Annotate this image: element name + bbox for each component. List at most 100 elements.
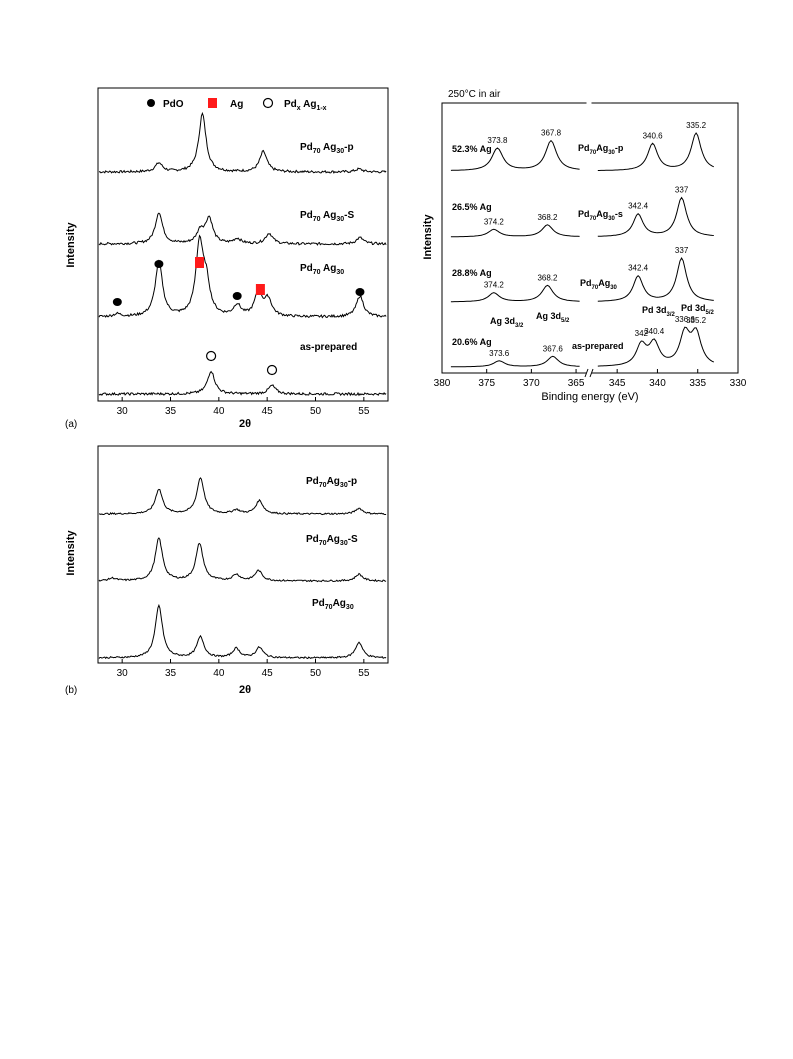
xps-ag-trace-0 — [450, 139, 580, 171]
xps-row-ag-3: 20.6% Ag — [452, 337, 492, 347]
legend-pdag-marker — [262, 97, 274, 109]
pdo-marker-0 — [112, 298, 122, 306]
xrd-a-trace-0 — [98, 111, 387, 174]
xrd-a-x-tick-label-2: 40 — [213, 406, 225, 417]
xrd-a-xlabel: 2θ — [239, 418, 251, 430]
xrd-b-trace-2 — [98, 603, 387, 660]
xrd-a-x-axis: 30 35 40 45 50 55 — [117, 397, 370, 417]
xrd-a-trace-label-1: Pd70 Ag30-S — [300, 210, 354, 223]
xrd-a-trace-label-2: Pd70 Ag30 — [300, 263, 344, 276]
ag-marker-0 — [195, 257, 204, 268]
xps-peak-label-1-1: 368.2 — [537, 213, 558, 222]
xrd-a-legend: PdO Ag Pdx Ag1-x — [147, 97, 327, 112]
xps-ag-trace-3 — [450, 355, 580, 368]
xrd-a-trace-2 — [98, 234, 387, 319]
xps-pd-trace-3 — [597, 326, 715, 367]
xrd-a-trace-label-0: Pd70 Ag30-p — [300, 142, 354, 155]
xps-ag-trace-1 — [450, 224, 580, 238]
xps-x-tick-label-0: 380 — [434, 378, 451, 389]
xps-pd-trace-2 — [597, 256, 714, 302]
xps-pd-3d32-label: Pd 3d3/2 — [642, 305, 676, 318]
xrd-b-trace-label-2: Pd70Ag30 — [312, 598, 354, 611]
xrd-b-trace-label-0: Pd70Ag30-p — [306, 476, 357, 489]
xps-peak-label-3-2: 342 — [635, 329, 649, 338]
xrd-a-trace-1 — [98, 212, 387, 246]
pdo-marker-2 — [232, 292, 242, 300]
xrd-a-x-tick-label-4: 50 — [310, 406, 322, 417]
xrd-b-x-tick-label-4: 50 — [310, 668, 322, 679]
xrd-a-phase-markers — [112, 257, 365, 376]
xps-break-mark-2 — [589, 368, 594, 378]
xps-peak-labels: 373.8 367.8 340.6 335.2 374.2 368.2 342.4 337 37… — [484, 121, 707, 358]
xps-peak-label-1-3: 337 — [675, 186, 689, 195]
xps-ylabel: Intensity — [422, 214, 434, 260]
xrd-a-x-tick-label-3: 45 — [262, 406, 274, 417]
xps-pd-trace-1 — [597, 196, 714, 237]
xrd-b-x-tick-label-2: 40 — [213, 668, 225, 679]
legend-pdag-label: Pdx Ag1-x — [284, 99, 327, 112]
xrd-panel-a: 30 35 40 45 50 55 PdO Ag Pdx Ag1-x Pd70 Ag30-… — [65, 87, 389, 430]
xps-row-ag-0: 52.3% Ag — [452, 144, 492, 154]
xps-panel: 250°C in air 380 375 370 365 345 340 335 330 37… — [422, 89, 747, 403]
xps-row-pd-0: Pd70Ag30-p — [578, 143, 624, 156]
xps-xlabel: Binding energy (eV) — [541, 391, 638, 403]
xps-peak-label-0-1: 367.8 — [541, 129, 562, 138]
legend-pdo-marker — [147, 99, 155, 107]
xps-title: 250°C in air — [448, 89, 501, 100]
xps-ag-3d32-label: Ag 3d3/2 — [490, 316, 524, 329]
xps-x-tick-label-5: 340 — [649, 378, 666, 389]
xps-peak-label-0-3: 335.2 — [686, 121, 707, 130]
xrd-b-frame — [97, 445, 389, 664]
xps-peak-label-0-0: 373.8 — [487, 136, 508, 145]
xrd-a-trace-label-3: as-prepared — [300, 342, 357, 353]
xrd-b-trace-0 — [98, 477, 387, 516]
xrd-b-x-tick-label-5: 55 — [358, 668, 370, 679]
legend-ag-marker — [208, 98, 217, 108]
xps-x-tick-label-2: 370 — [523, 378, 540, 389]
xrd-b-trace-label-1: Pd70Ag30-S — [306, 534, 358, 547]
xrd-a-x-tick-label-1: 35 — [165, 406, 177, 417]
xps-peak-label-3-5: 335.2 — [686, 316, 707, 325]
xps-row-ag-1: 26.5% Ag — [452, 202, 492, 212]
xps-peak-label-3-3: 340.4 — [644, 327, 665, 336]
xps-x-axis: 380 375 370 365 345 340 335 330 — [434, 369, 747, 389]
xrd-b-x-tick-label-1: 35 — [165, 668, 177, 679]
xps-break-mark-1 — [584, 368, 589, 378]
xrd-b-x-tick-label-0: 30 — [117, 668, 129, 679]
xps-x-tick-label-1: 375 — [478, 378, 495, 389]
xps-peak-label-2-0: 374.2 — [484, 281, 505, 290]
xps-pd-3d52-label: Pd 3d5/2 — [681, 303, 715, 316]
xps-row-ag-2: 28.8% Ag — [452, 268, 492, 278]
xrd-b-traces — [98, 477, 387, 660]
xps-peak-label-2-2: 342.4 — [628, 264, 649, 273]
pdag-marker-0 — [206, 350, 217, 362]
xps-x-tick-label-3: 365 — [568, 378, 585, 389]
xrd-a-frame — [97, 87, 389, 402]
pdo-marker-3 — [355, 288, 365, 296]
xrd-a-x-tick-label-5: 55 — [358, 406, 370, 417]
xps-x-tick-label-4: 345 — [609, 378, 626, 389]
xps-ag-trace-2 — [450, 284, 580, 303]
xps-peak-label-0-2: 340.6 — [643, 131, 664, 140]
xrd-a-traces — [98, 111, 387, 397]
xps-peak-label-2-3: 337 — [675, 246, 689, 255]
xrd-a-x-tick-label-0: 30 — [117, 406, 129, 417]
xps-row-pd-3: as-prepared — [572, 341, 624, 351]
xps-peak-label-3-0: 373.6 — [489, 349, 510, 358]
legend-ag-label: Ag — [230, 99, 243, 110]
xrd-b-x-tick-label-3: 45 — [262, 668, 274, 679]
xrd-a-ylabel: Intensity — [65, 222, 77, 268]
xps-x-tick-label-6: 335 — [689, 378, 706, 389]
xrd-b-xlabel: 2θ — [239, 684, 251, 696]
xps-x-tick-label-7: 330 — [730, 378, 747, 389]
legend-pdo-label: PdO — [163, 99, 184, 110]
xps-row-pd-2: Pd70Ag30 — [580, 278, 618, 291]
panel-label-b: (b) — [65, 685, 77, 696]
xps-peak-label-2-1: 368.2 — [537, 273, 558, 282]
ag-marker-1 — [255, 284, 265, 295]
xrd-b-x-axis: 30 35 40 45 50 55 — [117, 659, 370, 679]
xrd-b-ylabel: Intensity — [65, 530, 77, 576]
xrd-b-trace-1 — [98, 537, 387, 583]
xps-pd-trace-0 — [597, 132, 715, 171]
